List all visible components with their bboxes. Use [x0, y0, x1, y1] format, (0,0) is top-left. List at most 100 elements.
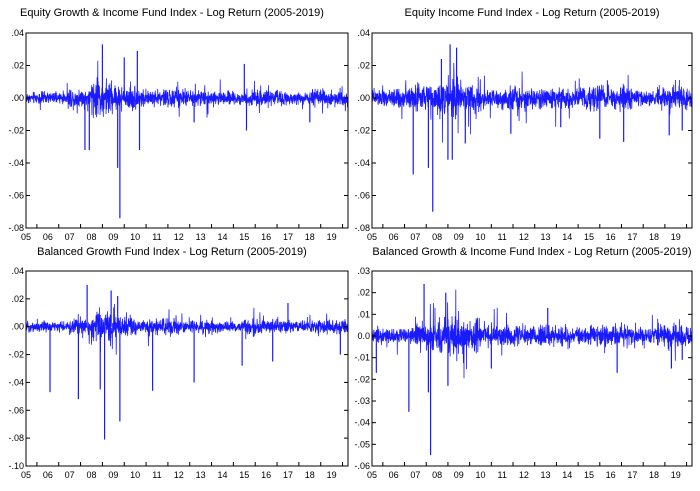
x-tick-label: 12	[174, 232, 184, 242]
x-tick-label: 14	[562, 232, 572, 242]
x-tick-label: 09	[108, 470, 118, 480]
y-tick-label: .02	[357, 61, 370, 71]
y-tick-label: .02	[357, 288, 370, 298]
x-tick-label: 13	[196, 232, 206, 242]
x-tick-label: 10	[475, 232, 485, 242]
y-tick-label: -.06	[354, 461, 370, 471]
y-tick-label: -.08	[8, 223, 24, 233]
x-tick-label: 06	[43, 470, 53, 480]
x-tick-label: 16	[606, 470, 616, 480]
x-tick-label: 15	[584, 232, 594, 242]
x-tick-label: 13	[541, 232, 551, 242]
x-tick-label: 06	[389, 470, 399, 480]
x-tick-label: 19	[327, 470, 337, 480]
y-tick-label: -.04	[8, 377, 24, 387]
x-tick-label: 07	[410, 232, 420, 242]
x-tick-label: 07	[65, 470, 75, 480]
y-tick-label: -.06	[8, 405, 24, 415]
y-tick-label: -.03	[354, 396, 370, 406]
y-tick-label: .04	[11, 28, 24, 38]
x-tick-label: 07	[65, 232, 75, 242]
x-tick-label: 12	[519, 470, 529, 480]
chart-panel-3: Balanced Growth Fund Index - Log Return …	[8, 246, 349, 480]
x-tick-label: 17	[283, 470, 293, 480]
x-tick-label: 10	[130, 470, 140, 480]
x-tick-label: 17	[627, 232, 637, 242]
x-tick-label: 12	[174, 470, 184, 480]
x-tick-label: 11	[497, 232, 506, 242]
y-tick-label: .00	[11, 93, 24, 103]
x-tick-label: 14	[217, 470, 227, 480]
plot-frame	[371, 32, 693, 229]
y-tick-label: -.05	[354, 439, 370, 449]
x-tick-label: 15	[584, 470, 594, 480]
series-line	[26, 303, 348, 355]
x-tick-label: 08	[86, 232, 96, 242]
y-tick-label: -.02	[354, 374, 370, 384]
chart-panel-4: Balanced Growth & Income Fund Index - Lo…	[354, 246, 693, 480]
x-tick-label: 09	[108, 232, 118, 242]
x-tick-label: 07	[410, 470, 420, 480]
chart-panel-2: Equity Income Fund Index - Log Return (2…	[354, 7, 693, 242]
x-tick-label: 11	[152, 232, 161, 242]
y-tick-label: -.02	[8, 126, 24, 136]
x-tick-label: 10	[475, 470, 485, 480]
x-tick-label: 18	[305, 470, 315, 480]
y-tick-label: -.01	[354, 353, 370, 363]
series-line	[26, 60, 348, 118]
x-tick-label: 13	[196, 470, 206, 480]
y-tick-label: -.06	[354, 191, 370, 201]
x-tick-label: 09	[454, 232, 464, 242]
x-tick-label: 13	[541, 470, 551, 480]
x-tick-label: 14	[562, 470, 572, 480]
x-tick-label: 16	[261, 232, 271, 242]
y-tick-label: .04	[11, 266, 24, 276]
x-tick-label: 08	[432, 470, 442, 480]
x-tick-label: 15	[239, 232, 249, 242]
x-tick-label: 05	[21, 232, 31, 242]
x-tick-label: 06	[43, 232, 53, 242]
y-tick-label: .03	[357, 266, 370, 276]
plot-frame	[371, 270, 693, 467]
x-tick-label: 17	[627, 470, 637, 480]
x-tick-label: 05	[367, 470, 377, 480]
x-tick-label: 17	[283, 232, 293, 242]
y-tick-label: .00	[11, 322, 24, 332]
y-tick-label: -.08	[354, 223, 370, 233]
y-tick-label: .02	[11, 294, 24, 304]
chart-title: Balanced Growth Fund Index - Log Return …	[37, 246, 307, 258]
x-tick-label: 12	[519, 232, 529, 242]
chart-title: Equity Income Fund Index - Log Return (2…	[405, 7, 660, 19]
y-tick-label: 0.0	[357, 331, 370, 341]
x-tick-label: 15	[239, 470, 249, 480]
chart-panel-1: Equity Growth & Income Fund Index - Log …	[8, 7, 349, 242]
plot-frame	[25, 270, 349, 467]
x-tick-label: 06	[389, 232, 399, 242]
y-tick-label: -.04	[8, 158, 24, 168]
x-tick-label: 19	[671, 232, 681, 242]
x-tick-label: 19	[327, 232, 337, 242]
y-tick-label: -.04	[354, 418, 370, 428]
y-tick-label: -.02	[8, 350, 24, 360]
x-tick-label: 19	[671, 470, 681, 480]
series-line	[372, 289, 692, 379]
series-line	[372, 62, 692, 143]
y-tick-label: .01	[357, 309, 370, 319]
x-tick-label: 18	[649, 470, 659, 480]
x-tick-label: 11	[152, 470, 161, 480]
x-tick-label: 14	[217, 232, 227, 242]
y-tick-label: -.06	[8, 191, 24, 201]
x-tick-label: 10	[130, 232, 140, 242]
x-tick-label: 18	[649, 232, 659, 242]
y-tick-label: .02	[11, 61, 24, 71]
y-tick-label: -.04	[354, 158, 370, 168]
x-tick-label: 16	[261, 470, 271, 480]
x-tick-label: 18	[305, 232, 315, 242]
y-tick-label: .04	[357, 28, 370, 38]
x-tick-label: 08	[432, 232, 442, 242]
chart-title: Equity Growth & Income Fund Index - Log …	[20, 7, 324, 19]
x-tick-label: 16	[606, 232, 616, 242]
y-tick-label: -.08	[8, 433, 24, 443]
y-tick-label: .00	[357, 93, 370, 103]
